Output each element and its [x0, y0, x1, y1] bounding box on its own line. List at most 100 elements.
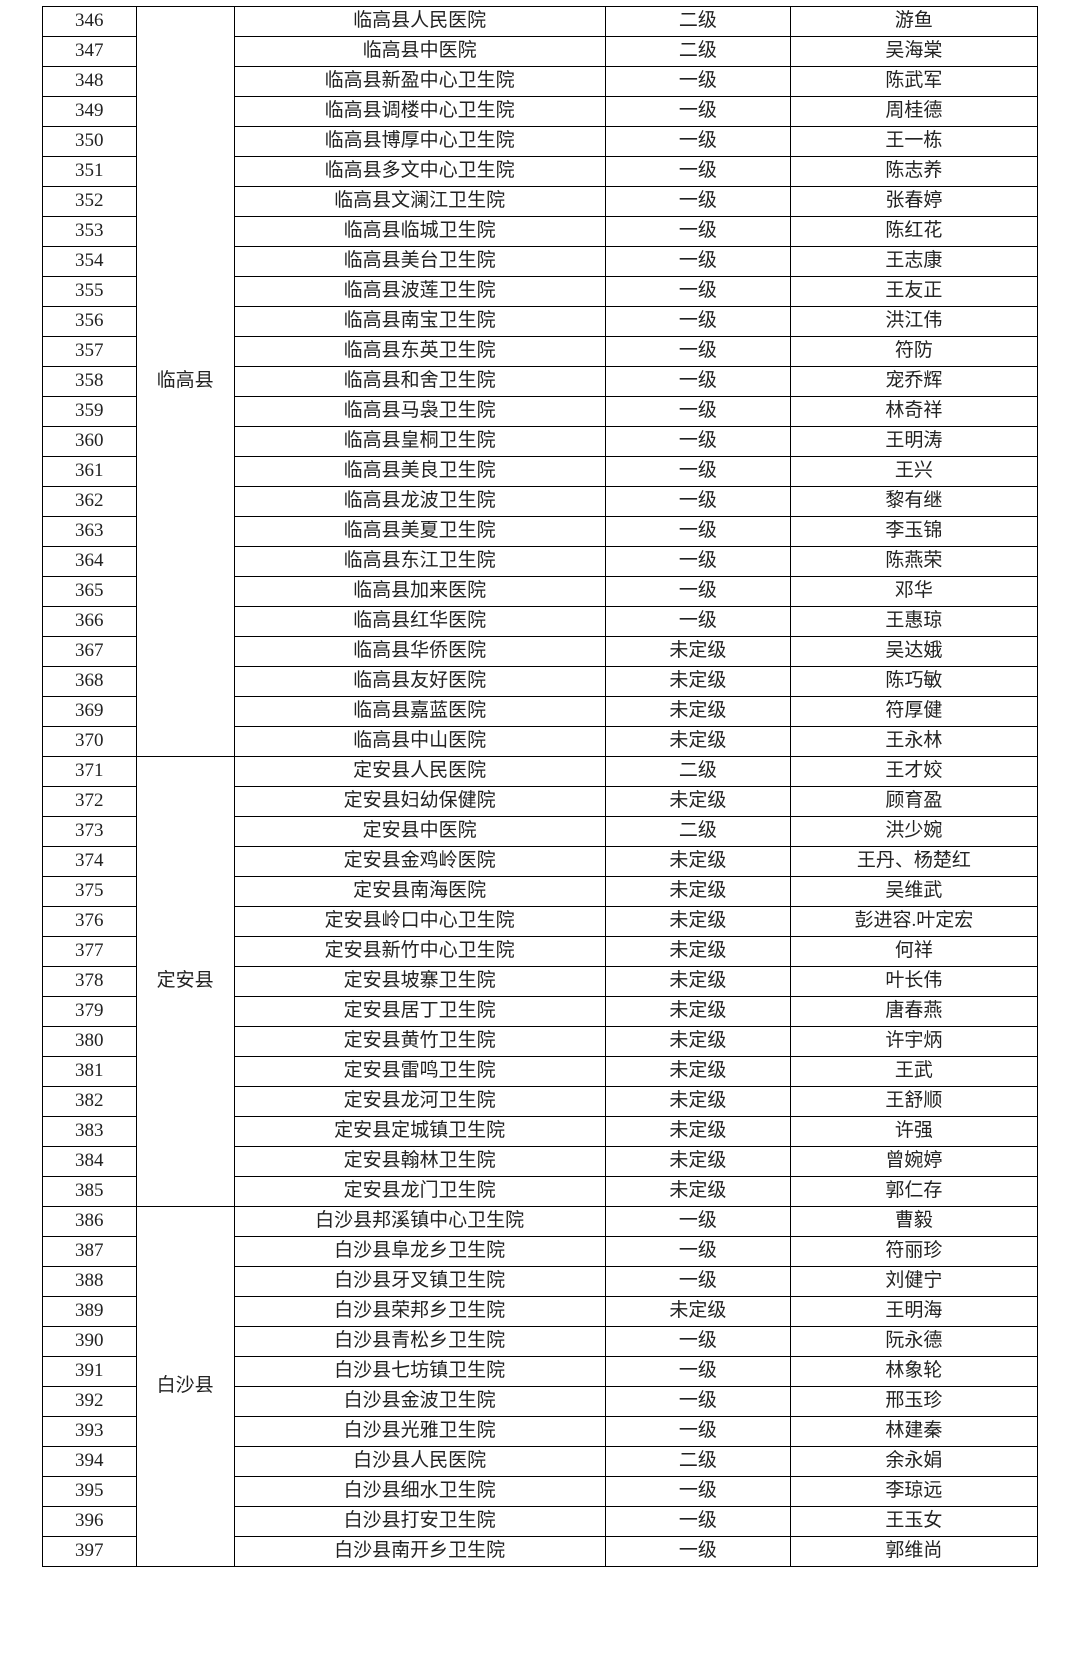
hospital-level: 一级 [605, 187, 790, 217]
hospital-name: 临高县南宝卫生院 [234, 307, 605, 337]
hospital-name: 临高县嘉蓝医院 [234, 697, 605, 727]
hospital-name: 临高县龙波卫生院 [234, 487, 605, 517]
row-number: 363 [43, 517, 137, 547]
row-number: 372 [43, 787, 137, 817]
row-number: 352 [43, 187, 137, 217]
hospital-name: 白沙县牙叉镇卫生院 [234, 1267, 605, 1297]
hospital-level: 一级 [605, 547, 790, 577]
hospital-level: 未定级 [605, 697, 790, 727]
hospital-name: 白沙县邦溪镇中心卫生院 [234, 1207, 605, 1237]
row-number: 366 [43, 607, 137, 637]
hospital-level: 未定级 [605, 1087, 790, 1117]
contact-person: 王惠琼 [790, 607, 1037, 637]
hospital-name: 临高县美台卫生院 [234, 247, 605, 277]
row-number: 386 [43, 1207, 137, 1237]
hospital-name: 白沙县七坊镇卫生院 [234, 1357, 605, 1387]
row-number: 375 [43, 877, 137, 907]
row-number: 397 [43, 1537, 137, 1567]
contact-person: 曹毅 [790, 1207, 1037, 1237]
contact-person: 王丹、杨楚红 [790, 847, 1037, 877]
hospital-name: 临高县红华医院 [234, 607, 605, 637]
hospital-level: 一级 [605, 1537, 790, 1567]
hospital-level: 二级 [605, 37, 790, 67]
hospital-level: 一级 [605, 1417, 790, 1447]
hospital-name: 临高县华侨医院 [234, 637, 605, 667]
hospital-level: 一级 [605, 307, 790, 337]
hospital-name: 定安县新竹中心卫生院 [234, 937, 605, 967]
hospital-name: 临高县美良卫生院 [234, 457, 605, 487]
contact-person: 王明海 [790, 1297, 1037, 1327]
hospital-level: 一级 [605, 1507, 790, 1537]
hospital-name: 定安县南海医院 [234, 877, 605, 907]
row-number: 359 [43, 397, 137, 427]
contact-person: 郭维尚 [790, 1537, 1037, 1567]
row-number: 382 [43, 1087, 137, 1117]
contact-person: 刘健宁 [790, 1267, 1037, 1297]
row-number: 388 [43, 1267, 137, 1297]
hospital-level: 未定级 [605, 967, 790, 997]
row-number: 356 [43, 307, 137, 337]
hospital-name: 定安县金鸡岭医院 [234, 847, 605, 877]
contact-person: 王舒顺 [790, 1087, 1037, 1117]
hospital-name: 白沙县荣邦乡卫生院 [234, 1297, 605, 1327]
hospital-level: 一级 [605, 607, 790, 637]
hospital-name: 定安县坡寨卫生院 [234, 967, 605, 997]
hospital-name: 定安县龙河卫生院 [234, 1087, 605, 1117]
contact-person: 陈燕荣 [790, 547, 1037, 577]
hospital-level: 一级 [605, 1357, 790, 1387]
contact-person: 许宇炳 [790, 1027, 1037, 1057]
row-number: 354 [43, 247, 137, 277]
contact-person: 陈志养 [790, 157, 1037, 187]
contact-person: 吴达娥 [790, 637, 1037, 667]
hospital-level: 一级 [605, 97, 790, 127]
row-number: 365 [43, 577, 137, 607]
contact-person: 陈巧敏 [790, 667, 1037, 697]
contact-person: 李玉锦 [790, 517, 1037, 547]
hospital-name: 临高县和舍卫生院 [234, 367, 605, 397]
hospital-level: 二级 [605, 817, 790, 847]
hospital-name: 临高县马袅卫生院 [234, 397, 605, 427]
contact-person: 曾婉婷 [790, 1147, 1037, 1177]
hospital-level: 一级 [605, 67, 790, 97]
contact-person: 彭进容.叶定宏 [790, 907, 1037, 937]
hospital-level: 二级 [605, 1447, 790, 1477]
contact-person: 周桂德 [790, 97, 1037, 127]
row-number: 361 [43, 457, 137, 487]
county-cell: 定安县 [136, 757, 234, 1207]
hospital-level: 一级 [605, 247, 790, 277]
hospital-level: 一级 [605, 1207, 790, 1237]
hospital-level: 未定级 [605, 787, 790, 817]
hospital-level: 一级 [605, 1237, 790, 1267]
hospital-level: 一级 [605, 367, 790, 397]
contact-person: 王志康 [790, 247, 1037, 277]
hospital-name: 定安县人民医院 [234, 757, 605, 787]
contact-person: 邓华 [790, 577, 1037, 607]
contact-person: 游鱼 [790, 7, 1037, 37]
hospital-name: 临高县人民医院 [234, 7, 605, 37]
row-number: 371 [43, 757, 137, 787]
row-number: 374 [43, 847, 137, 877]
row-number: 380 [43, 1027, 137, 1057]
contact-person: 阮永德 [790, 1327, 1037, 1357]
row-number: 384 [43, 1147, 137, 1177]
contact-person: 宠乔辉 [790, 367, 1037, 397]
row-number: 394 [43, 1447, 137, 1477]
hospital-level: 一级 [605, 517, 790, 547]
contact-person: 王才姣 [790, 757, 1037, 787]
row-number: 385 [43, 1177, 137, 1207]
contact-person: 洪少婉 [790, 817, 1037, 847]
row-number: 395 [43, 1477, 137, 1507]
hospital-level: 未定级 [605, 1147, 790, 1177]
hospital-level: 一级 [605, 1267, 790, 1297]
hospital-name: 临高县波莲卫生院 [234, 277, 605, 307]
contact-person: 王友正 [790, 277, 1037, 307]
row-number: 351 [43, 157, 137, 187]
hospital-name: 定安县翰林卫生院 [234, 1147, 605, 1177]
hospital-name: 临高县新盈中心卫生院 [234, 67, 605, 97]
contact-person: 何祥 [790, 937, 1037, 967]
hospital-name: 临高县调楼中心卫生院 [234, 97, 605, 127]
row-number: 353 [43, 217, 137, 247]
contact-person: 邢玉珍 [790, 1387, 1037, 1417]
hospital-level: 未定级 [605, 847, 790, 877]
contact-person: 唐春燕 [790, 997, 1037, 1027]
